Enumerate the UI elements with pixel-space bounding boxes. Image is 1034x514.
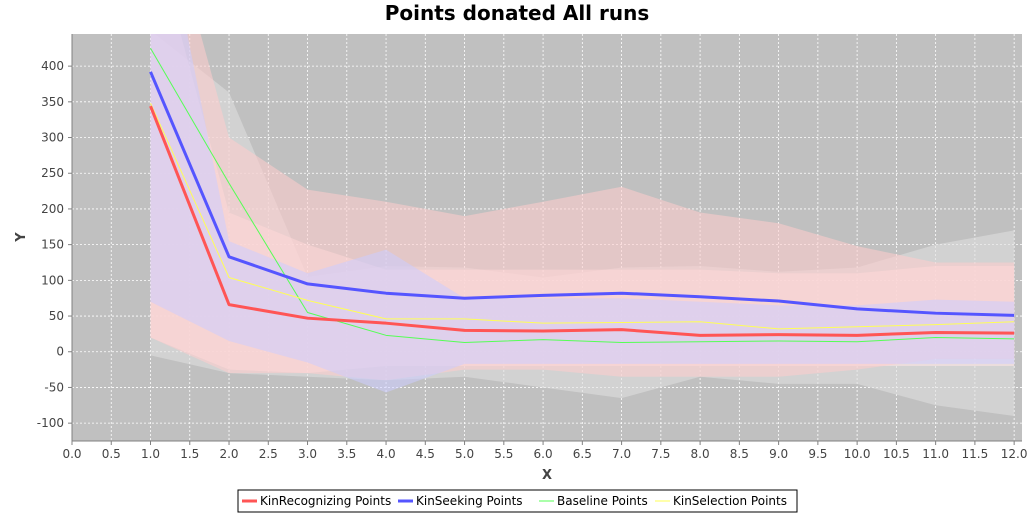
y-tick-label: 350 <box>41 95 64 109</box>
y-tick-label: 150 <box>41 238 64 252</box>
y-tick-label: 0 <box>56 345 64 359</box>
x-tick-label: 6.5 <box>573 447 592 461</box>
x-tick-label: 3.5 <box>337 447 356 461</box>
series-line-0 <box>149 105 1015 337</box>
y-axis-label: Y <box>14 232 29 243</box>
x-tick-label: 0.5 <box>102 447 121 461</box>
x-tick-label: 8.5 <box>730 447 749 461</box>
x-tick-label: 7.5 <box>651 447 670 461</box>
series-line-1 <box>149 71 1015 317</box>
series-line-3 <box>150 103 1015 330</box>
x-tick-label: 2.5 <box>259 447 278 461</box>
x-tick-label: 5.0 <box>455 447 474 461</box>
y-tick-label: -100 <box>37 416 64 430</box>
confidence-band-1 <box>150 34 1015 393</box>
x-tick-label: 9.5 <box>808 447 827 461</box>
x-tick-label: 0.0 <box>62 447 81 461</box>
legend-label-3: KinSelection Points <box>673 494 787 508</box>
x-tick-label: 11.0 <box>922 447 949 461</box>
x-tick-label: 9.0 <box>769 447 788 461</box>
x-tick-label: 12.0 <box>1001 447 1028 461</box>
x-axis-label: X <box>542 468 552 483</box>
x-tick-label: 10.0 <box>844 447 871 461</box>
y-tick-label: 300 <box>41 131 64 145</box>
x-tick-label: 10.5 <box>883 447 910 461</box>
y-tick-label: -50 <box>44 380 64 394</box>
y-tick-label: 100 <box>41 273 64 287</box>
legend-box <box>237 489 798 513</box>
x-tick-label: 4.5 <box>416 447 435 461</box>
x-tick-label: 7.0 <box>612 447 631 461</box>
legend-label-1: KinSeeking Points <box>416 494 523 508</box>
series-lines <box>149 48 1015 343</box>
chart-title: Points donated All runs <box>385 1 650 25</box>
x-tick-label: 5.5 <box>494 447 513 461</box>
x-tick-label: 4.0 <box>377 447 396 461</box>
y-ticks: -100 -50 0 50 100 150 200 250 300 350 400 <box>37 59 72 430</box>
legend: KinRecognizing Points KinSeeking Points Ba… <box>237 489 798 513</box>
x-tick-label: 1.0 <box>141 447 160 461</box>
legend-label-0: KinRecognizing Points <box>260 494 391 508</box>
x-tick-label: 6.0 <box>534 447 553 461</box>
y-tick-label: 200 <box>41 202 64 216</box>
y-tick-label: 250 <box>41 166 64 180</box>
legend-label-2: Baseline Points <box>557 494 648 508</box>
y-tick-label: 400 <box>41 59 64 73</box>
x-tick-label: 2.0 <box>219 447 238 461</box>
x-tick-label: 8.0 <box>691 447 710 461</box>
x-tick-label: 1.5 <box>180 447 199 461</box>
x-ticks: 0.0 0.5 1.0 1.5 2.0 2.5 3.0 3.5 4.0 4.5 5.0 5.5 6.0 6… <box>62 441 1028 461</box>
series-line-2 <box>150 48 1015 343</box>
x-tick-label: 11.5 <box>962 447 989 461</box>
x-tick-label: 3.0 <box>298 447 317 461</box>
y-tick-label: 50 <box>49 309 64 323</box>
